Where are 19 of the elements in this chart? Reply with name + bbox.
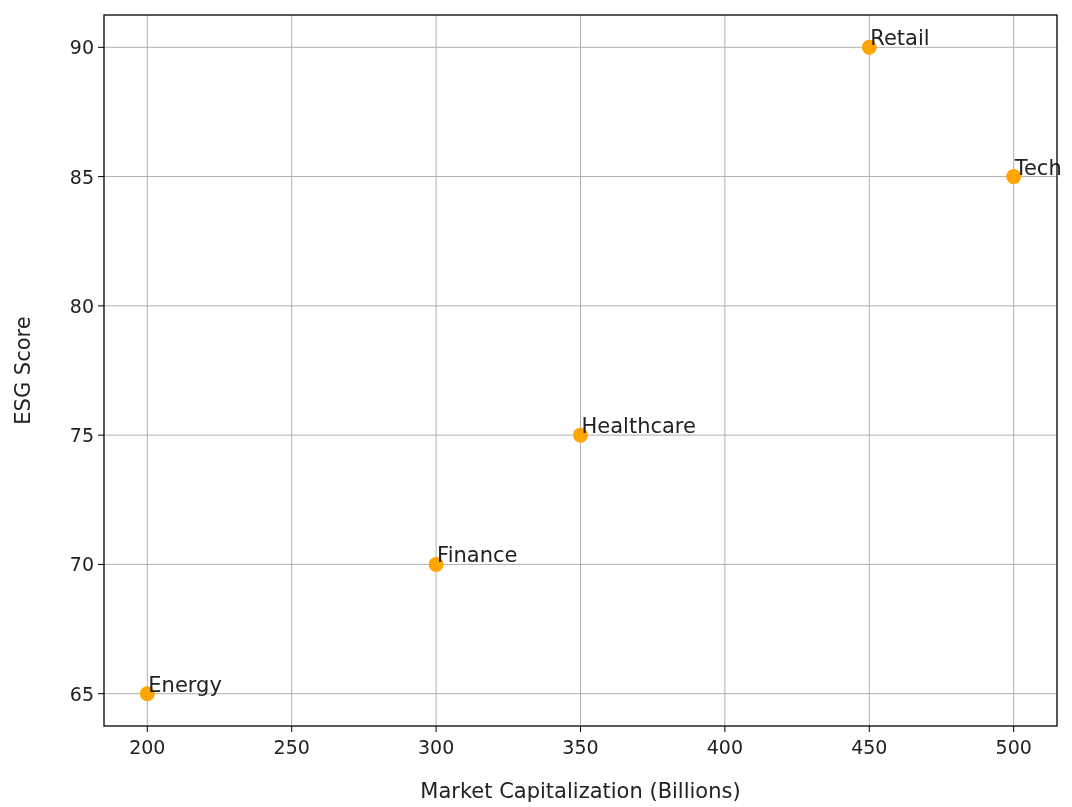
y-tick-label: 80 xyxy=(69,294,94,317)
annotation: Energy xyxy=(148,672,222,697)
y-tick-label: 65 xyxy=(69,682,94,705)
x-tick-label: 400 xyxy=(706,736,744,758)
annotation: Retail xyxy=(870,26,930,51)
y-axis-title: ESG Score xyxy=(11,316,35,425)
x-tick-label: 300 xyxy=(417,736,455,758)
y-tick-label: 90 xyxy=(69,36,94,59)
annotation: Healthcare xyxy=(581,414,696,439)
x-tick-label: 250 xyxy=(273,736,310,758)
x-tick-label: 200 xyxy=(129,736,166,758)
y-tick-label: 75 xyxy=(69,424,94,447)
x-tick-label: 350 xyxy=(562,736,599,758)
y-tick-label: 70 xyxy=(69,553,94,576)
x-tick-label: 500 xyxy=(995,736,1032,758)
annotation: Finance xyxy=(437,543,518,568)
x-axis-title: Market Capitalization (Billions) xyxy=(420,779,741,803)
x-tick-label: 450 xyxy=(851,736,888,758)
y-tick-label: 85 xyxy=(69,165,94,188)
